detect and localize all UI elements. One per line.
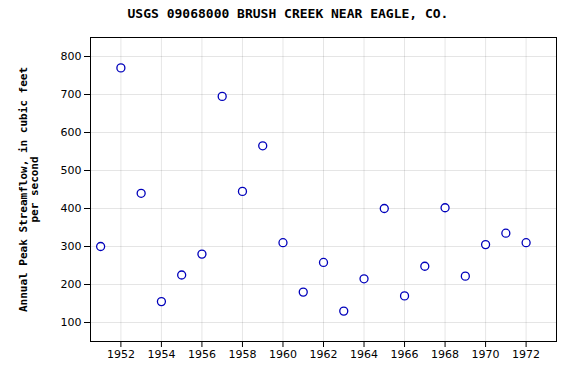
svg-text:1966: 1966 xyxy=(391,348,419,361)
svg-text:400: 400 xyxy=(61,202,82,215)
svg-text:100: 100 xyxy=(61,316,82,329)
svg-text:1960: 1960 xyxy=(269,348,297,361)
html-text:USGS 09068000 BRUSH CREEK NEAR: USGS 09068000 BRUSH CREEK NEAR EAGLE, CO… xyxy=(127,6,449,21)
svg-text:300: 300 xyxy=(61,240,82,253)
svg-text:1964: 1964 xyxy=(350,348,378,361)
svg-text:1954: 1954 xyxy=(147,348,175,361)
svg-text:Annual Peak Streamflow, in cub: Annual Peak Streamflow, in cubic feetper… xyxy=(17,67,41,312)
svg-text:600: 600 xyxy=(61,126,82,139)
svg-text:1956: 1956 xyxy=(188,348,216,361)
svg-text:200: 200 xyxy=(61,278,82,291)
svg-text:1952: 1952 xyxy=(107,348,135,361)
svg-text:1962: 1962 xyxy=(310,348,338,361)
svg-text:1972: 1972 xyxy=(512,348,540,361)
svg-text:700: 700 xyxy=(61,88,82,101)
svg-text:500: 500 xyxy=(61,164,82,177)
svg-text:1970: 1970 xyxy=(472,348,500,361)
svg-text:1958: 1958 xyxy=(228,348,256,361)
svg-text:1968: 1968 xyxy=(431,348,459,361)
svg-text:800: 800 xyxy=(61,50,82,63)
